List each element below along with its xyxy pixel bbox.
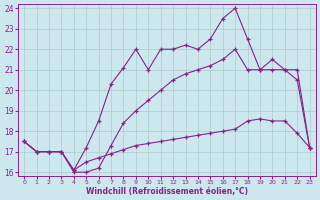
X-axis label: Windchill (Refroidissement éolien,°C): Windchill (Refroidissement éolien,°C) xyxy=(86,187,248,196)
